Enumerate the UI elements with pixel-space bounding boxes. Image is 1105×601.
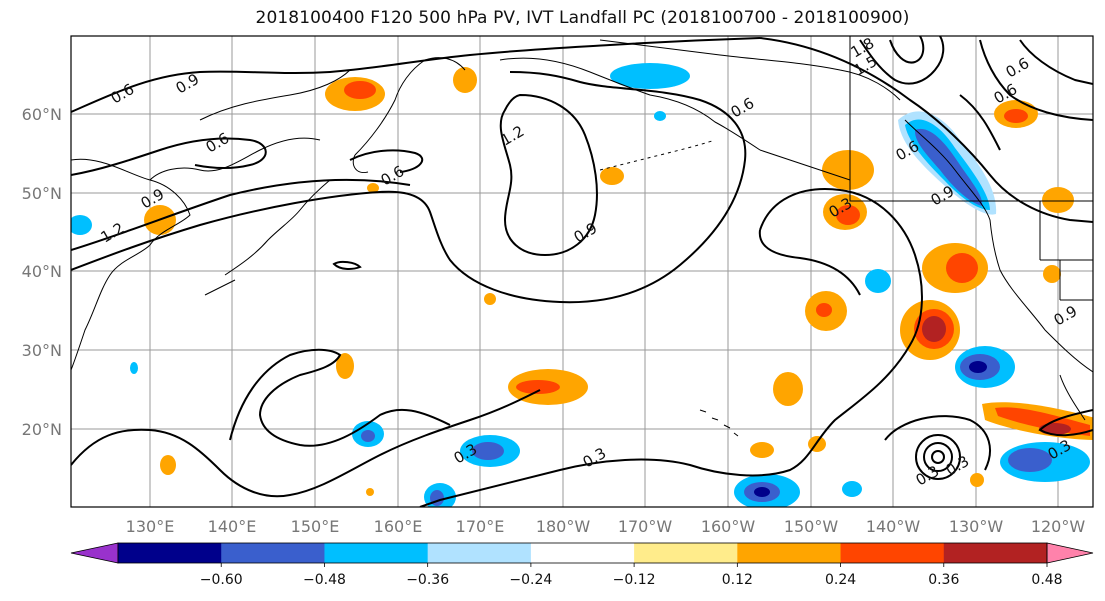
colorbar xyxy=(70,542,1094,564)
longitude-label: 140°E xyxy=(208,517,257,536)
colorbar-tick-label: 0.24 xyxy=(825,572,856,588)
colorbar-bin xyxy=(530,543,635,563)
colorbar-tick-label: −0.12 xyxy=(613,572,656,588)
colorbar-tick-label: −0.60 xyxy=(200,572,243,588)
colorbar-tick-labels: −0.60 −0.48 −0.36 −0.24 −0.12 0.12 0.24 0.36 0.4… xyxy=(200,563,1063,588)
colorbar-extend-low xyxy=(70,542,119,564)
colorbar-bin xyxy=(427,543,532,563)
longitude-label: 150°E xyxy=(291,517,340,536)
colorbar-tick-label: −0.24 xyxy=(509,572,552,588)
colorbar-bin xyxy=(840,543,945,563)
colorbar-bin xyxy=(221,543,325,563)
longitude-label: 130°E xyxy=(126,517,175,536)
colorbar-tick-label: 0.36 xyxy=(928,572,959,588)
map-frame xyxy=(70,35,1094,508)
colorbar-tick-label: 0.48 xyxy=(1031,572,1062,588)
longitude-label: 170°E xyxy=(456,517,505,536)
latitude-label: 20°N xyxy=(22,420,62,439)
longitude-label: 160°E xyxy=(374,517,423,536)
map-title: 2018100400 F120 500 hPa PV, IVT Landfall… xyxy=(255,8,910,28)
colorbar-tick-label: −0.48 xyxy=(303,572,346,588)
colorbar-bin xyxy=(324,543,429,563)
latitude-label: 60°N xyxy=(22,105,62,124)
pv-contours xyxy=(71,36,1093,507)
longitude-label: 180°W xyxy=(536,517,591,536)
latitude-label: 50°N xyxy=(22,184,62,203)
longitude-label: 160°W xyxy=(701,517,756,536)
longitude-label: 120°W xyxy=(1031,517,1086,536)
colorbar-bin xyxy=(943,543,1048,563)
colorbar-bin xyxy=(118,543,222,563)
colorbar-bin xyxy=(634,543,738,563)
latitude-label: 40°N xyxy=(22,262,62,281)
colorbar-bin xyxy=(737,543,842,563)
longitude-label: 170°W xyxy=(618,517,673,536)
latitude-label: 30°N xyxy=(22,341,62,360)
colorbar-tick-label: 0.12 xyxy=(722,572,753,588)
political-boundaries xyxy=(849,36,1093,301)
longitude-label: 130°W xyxy=(949,517,1004,536)
coastlines xyxy=(71,39,1093,437)
colorbar-tick-label: −0.36 xyxy=(406,572,449,588)
pc-shading xyxy=(71,63,1093,507)
longitude-label: 140°W xyxy=(866,517,921,536)
longitude-label: 150°W xyxy=(784,517,839,536)
colorbar-extend-high xyxy=(1046,542,1094,564)
longitude-labels: 130°E 140°E 150°E 160°E 170°E 180°W 170°W 160°W… xyxy=(126,517,1086,536)
latitude-labels: 60°N 50°N 40°N 30°N 20°N xyxy=(22,105,62,439)
